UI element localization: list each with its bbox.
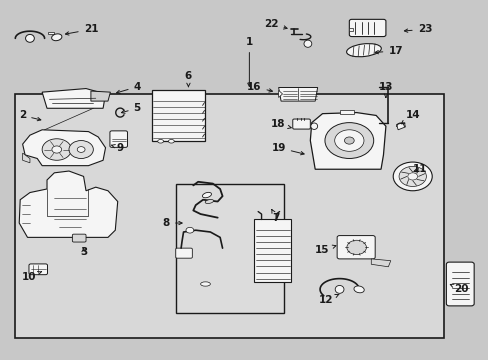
Circle shape <box>398 166 426 186</box>
Text: 21: 21 <box>65 24 98 35</box>
Polygon shape <box>278 90 282 98</box>
Text: 23: 23 <box>404 24 431 35</box>
Polygon shape <box>22 130 105 166</box>
Text: 16: 16 <box>246 82 272 92</box>
Bar <box>348 28 352 31</box>
Polygon shape <box>22 153 30 163</box>
Text: 4: 4 <box>116 82 141 94</box>
Circle shape <box>334 130 363 151</box>
Ellipse shape <box>353 286 364 293</box>
Circle shape <box>69 140 93 158</box>
Text: 17: 17 <box>374 46 402 56</box>
Ellipse shape <box>334 285 343 293</box>
Text: 20: 20 <box>449 284 468 294</box>
Text: 5: 5 <box>121 103 141 113</box>
Circle shape <box>42 139 71 160</box>
Bar <box>176 184 283 313</box>
FancyBboxPatch shape <box>446 262 473 306</box>
Text: 13: 13 <box>378 82 392 98</box>
Ellipse shape <box>202 192 211 198</box>
Ellipse shape <box>200 282 210 286</box>
Text: 19: 19 <box>271 143 304 155</box>
Text: 10: 10 <box>21 271 41 282</box>
FancyBboxPatch shape <box>292 119 310 129</box>
Text: 9: 9 <box>111 143 123 153</box>
FancyBboxPatch shape <box>29 264 47 275</box>
Text: 11: 11 <box>412 164 427 174</box>
FancyBboxPatch shape <box>175 248 192 258</box>
Circle shape <box>346 240 366 255</box>
Ellipse shape <box>304 40 311 47</box>
Ellipse shape <box>25 35 34 42</box>
Bar <box>339 110 353 114</box>
Text: 22: 22 <box>264 19 286 29</box>
Text: 18: 18 <box>270 120 291 129</box>
Ellipse shape <box>346 44 381 57</box>
Circle shape <box>344 137 353 144</box>
Bar <box>15 94 444 338</box>
Polygon shape <box>19 171 118 237</box>
Polygon shape <box>91 91 110 101</box>
Polygon shape <box>278 87 317 101</box>
Polygon shape <box>42 89 105 108</box>
Polygon shape <box>370 259 390 267</box>
Polygon shape <box>310 113 385 169</box>
Text: 8: 8 <box>163 218 182 228</box>
Circle shape <box>52 146 61 153</box>
Ellipse shape <box>310 123 317 130</box>
FancyBboxPatch shape <box>72 234 86 242</box>
Circle shape <box>77 147 85 152</box>
FancyBboxPatch shape <box>348 19 385 37</box>
Ellipse shape <box>158 139 163 143</box>
Bar <box>152 90 205 140</box>
Text: 14: 14 <box>401 111 419 124</box>
FancyBboxPatch shape <box>336 235 374 259</box>
Text: 3: 3 <box>80 247 87 257</box>
Bar <box>48 32 54 35</box>
Text: 1: 1 <box>245 37 252 86</box>
Ellipse shape <box>168 139 174 143</box>
Ellipse shape <box>205 199 213 203</box>
Polygon shape <box>396 123 405 130</box>
Bar <box>254 220 290 282</box>
Circle shape <box>392 162 431 191</box>
Ellipse shape <box>52 34 62 41</box>
Circle shape <box>407 173 417 180</box>
Text: 2: 2 <box>19 111 41 121</box>
Text: 7: 7 <box>271 210 279 222</box>
FancyBboxPatch shape <box>110 131 127 147</box>
Circle shape <box>185 227 193 233</box>
Text: 15: 15 <box>315 245 335 255</box>
Text: 6: 6 <box>184 71 192 87</box>
Text: 12: 12 <box>319 294 338 305</box>
Circle shape <box>325 123 373 158</box>
